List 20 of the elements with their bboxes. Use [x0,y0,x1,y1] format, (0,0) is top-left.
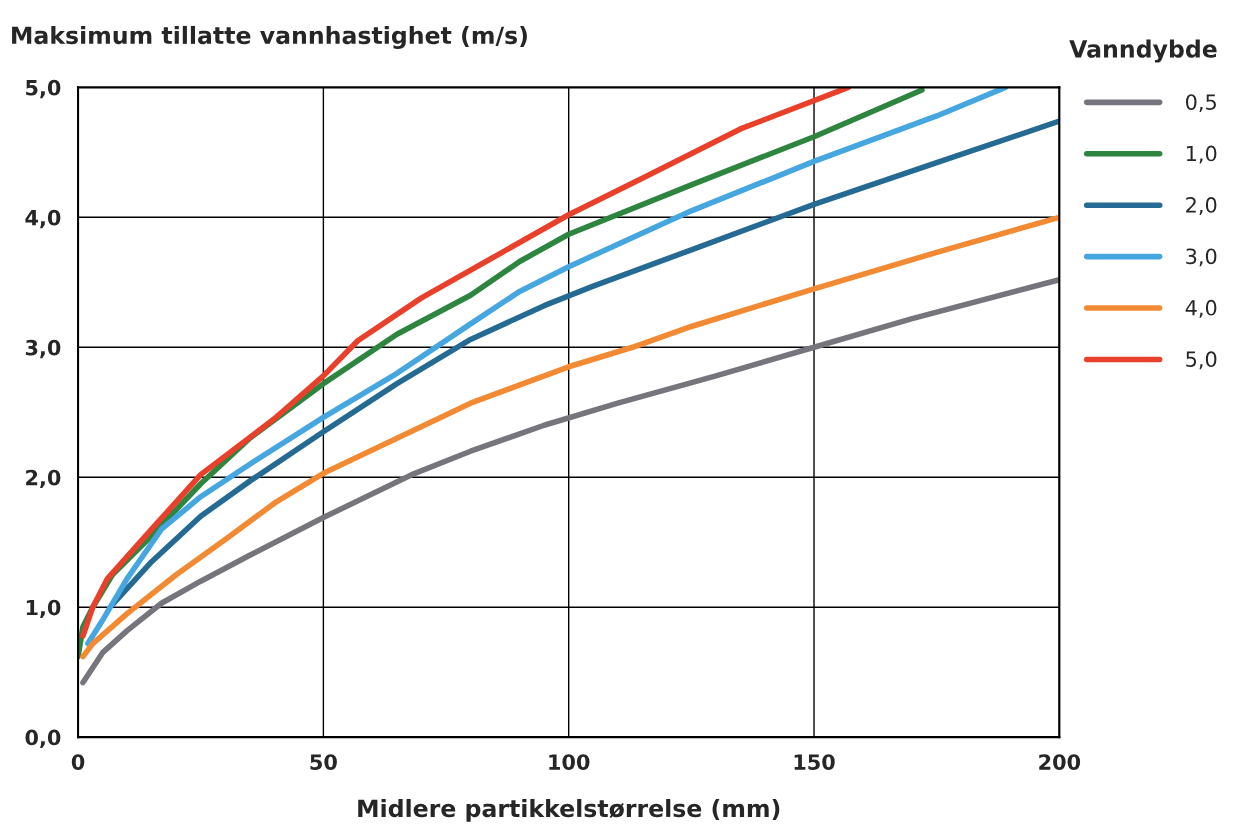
y-axis-title: Maksimum tillatte vannhastighet (m/s) [12,25,527,49]
y-tick-label: 5,0 [26,79,61,99]
x-tick-label: 100 [549,754,590,770]
legend-title: Vanndybde [1069,39,1217,63]
legend-label: 3,0 [1186,248,1217,267]
x-tick-label: 150 [794,754,835,770]
x-tick-label: 50 [310,754,337,770]
legend-label: 4,0 [1185,299,1217,318]
legend-label: 1,0 [1186,145,1217,164]
y-tick-label: 1,0 [26,599,61,619]
y-tick-label: 0,0 [25,729,61,749]
y-tick-label: 3,0 [25,339,61,359]
legend-label: 0,5 [1186,94,1216,113]
x-axis-title: Midlere partikkelstørrelse (mm) [358,798,780,822]
y-tick-label: 4,0 [25,209,61,229]
legend-label: 5,0 [1186,351,1217,370]
x-tick-label: 200 [1039,754,1081,770]
legend-label: 2,0 [1186,197,1217,215]
y-tick-label: 2,0 [26,469,61,489]
x-tick-label: 0 [71,754,85,770]
